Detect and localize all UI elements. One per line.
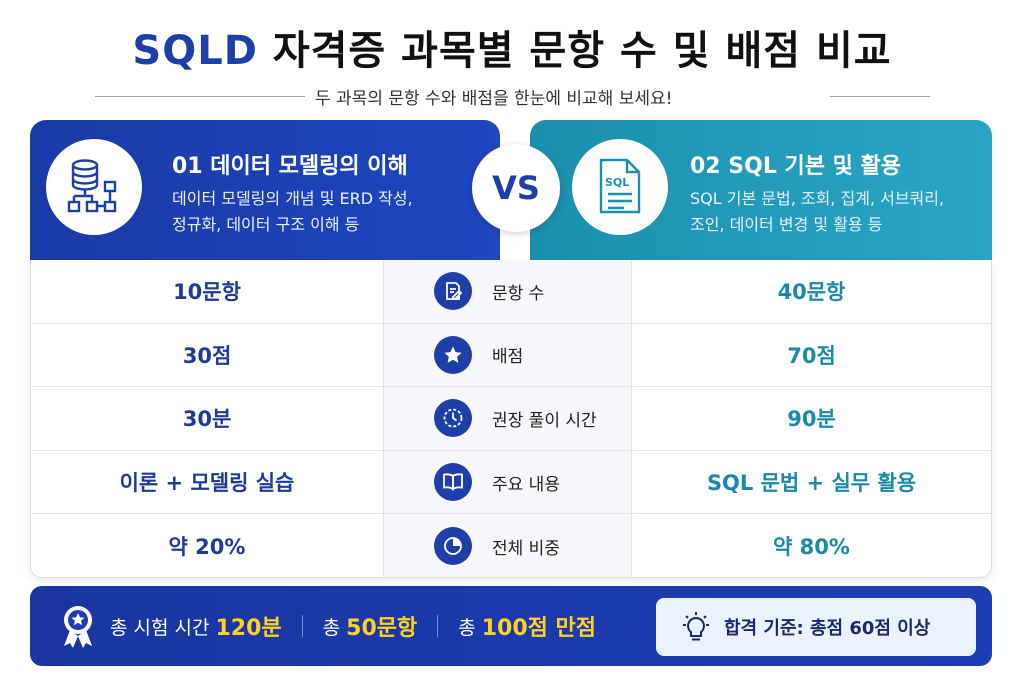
exam-stats: 총 시험 시간 120분 총 50문항 총 100점 만점: [110, 610, 596, 642]
subject-left-desc-line2: 정규화, 데이터 구조 이해 등: [172, 215, 360, 234]
right-value: SQL 문법 + 실무 활용: [706, 471, 917, 496]
vs-badge: VS: [472, 144, 560, 232]
left-value: 이론 + 모델링 실습: [31, 450, 384, 514]
total-time-label: 총 시험 시간: [110, 616, 210, 639]
table-row: 이론 + 모델링 실습 주요 내용 SQL 문법 + 실무 활용: [31, 450, 991, 515]
pass-criteria-text: 합격 기준: 총점 60점 이상: [724, 618, 931, 639]
right-value: 40문항: [777, 280, 846, 305]
left-value: 30분: [31, 387, 384, 450]
row-label: 문항 수: [492, 283, 545, 304]
lightbulb-icon: [683, 612, 709, 641]
pie-chart-icon: [434, 527, 472, 566]
total-score-value: 100점 만점: [481, 616, 597, 641]
row-label-cell: 배점: [384, 323, 632, 387]
subject-right-desc-line1: SQL 기본 문법, 조회, 집계, 서브쿼리,: [690, 189, 945, 208]
row-label-cell: 주요 내용: [384, 450, 632, 514]
book-icon: [434, 463, 472, 502]
clock-icon: [434, 399, 472, 438]
subject-left-desc: 데이터 모델링의 개념 및 ERD 작성, 정규화, 데이터 구조 이해 등: [172, 186, 413, 238]
subject-right-desc-line2: 조인, 데이터 변경 및 활용 등: [690, 215, 883, 234]
database-diagram-icon: [46, 139, 142, 235]
table-row: 30점 배점 70점: [31, 323, 991, 388]
row-label: 권장 풀이 시간: [492, 410, 597, 431]
right-value: 약 80%: [773, 535, 850, 560]
subject-card-left: 01 데이터 모델링의 이해 데이터 모델링의 개념 및 ERD 작성, 정규화…: [30, 120, 500, 260]
row-label: 주요 내용: [492, 474, 560, 495]
row-label-cell: 전체 비중: [384, 514, 632, 577]
subject-right-desc: SQL 기본 문법, 조회, 집계, 서브쿼리, 조인, 데이터 변경 및 활용…: [690, 186, 944, 238]
left-value: 30점: [31, 323, 384, 387]
table-row: 약 20% 전체 비중 약 80%: [31, 514, 991, 577]
subtitle-bar: 두 과목의 문항 수와 배점을 한눈에 비교해 보세요!: [95, 84, 930, 109]
table-row: 10문항 문항 수 40문항: [31, 260, 991, 324]
award-badge-icon: [58, 604, 98, 652]
row-label: 전체 비중: [492, 538, 560, 559]
pass-criteria-box: 합격 기준: 총점 60점 이상: [656, 598, 976, 656]
table-row: 30분 권장 풀이 시간 90분: [31, 387, 991, 451]
left-value: 10문항: [31, 260, 384, 323]
star-icon: [434, 335, 472, 374]
total-count-value: 50문항: [346, 616, 418, 641]
title-highlight: SQLD: [132, 28, 258, 74]
row-label: 배점: [492, 347, 524, 368]
divider-right: [830, 96, 930, 97]
total-time-value: 120분: [215, 616, 282, 641]
left-value: 약 20%: [31, 514, 384, 577]
subject-left-heading: 01 데이터 모델링의 이해: [172, 154, 408, 179]
stats-divider: [437, 615, 439, 637]
right-value: 70점: [787, 343, 836, 368]
row-label-cell: 문항 수: [384, 260, 632, 323]
total-count-label: 총: [322, 616, 341, 639]
stats-divider: [301, 615, 303, 637]
sql-document-icon: SQL: [572, 139, 668, 235]
comparison-table: 10문항 문항 수 40문항 30점 배점 70점 30분 권장 풀이 시간 9…: [30, 260, 992, 578]
total-score-label: 총: [458, 616, 476, 639]
row-label-cell: 권장 풀이 시간: [384, 387, 632, 450]
summary-footer: 총 시험 시간 120분 총 50문항 총 100점 만점 합격 기준: 총점 …: [30, 586, 992, 666]
right-value: 90분: [787, 407, 836, 432]
divider-left: [95, 96, 305, 97]
subject-right-heading: 02 SQL 기본 및 활용: [690, 154, 902, 179]
edit-document-icon: [434, 272, 472, 311]
subtitle: 두 과목의 문항 수와 배점을 한눈에 비교해 보세요!: [315, 89, 673, 109]
title-rest: 자격증 과목별 문항 수 및 배점 비교: [257, 28, 892, 74]
svg-text:SQL: SQL: [605, 176, 629, 189]
subject-card-right: SQL 02 SQL 기본 및 활용 SQL 기본 문법, 조회, 집계, 서브…: [530, 120, 992, 260]
page-title: SQLD 자격증 과목별 문항 수 및 배점 비교: [0, 18, 1024, 76]
subject-left-desc-line1: 데이터 모델링의 개념 및 ERD 작성,: [172, 189, 413, 208]
